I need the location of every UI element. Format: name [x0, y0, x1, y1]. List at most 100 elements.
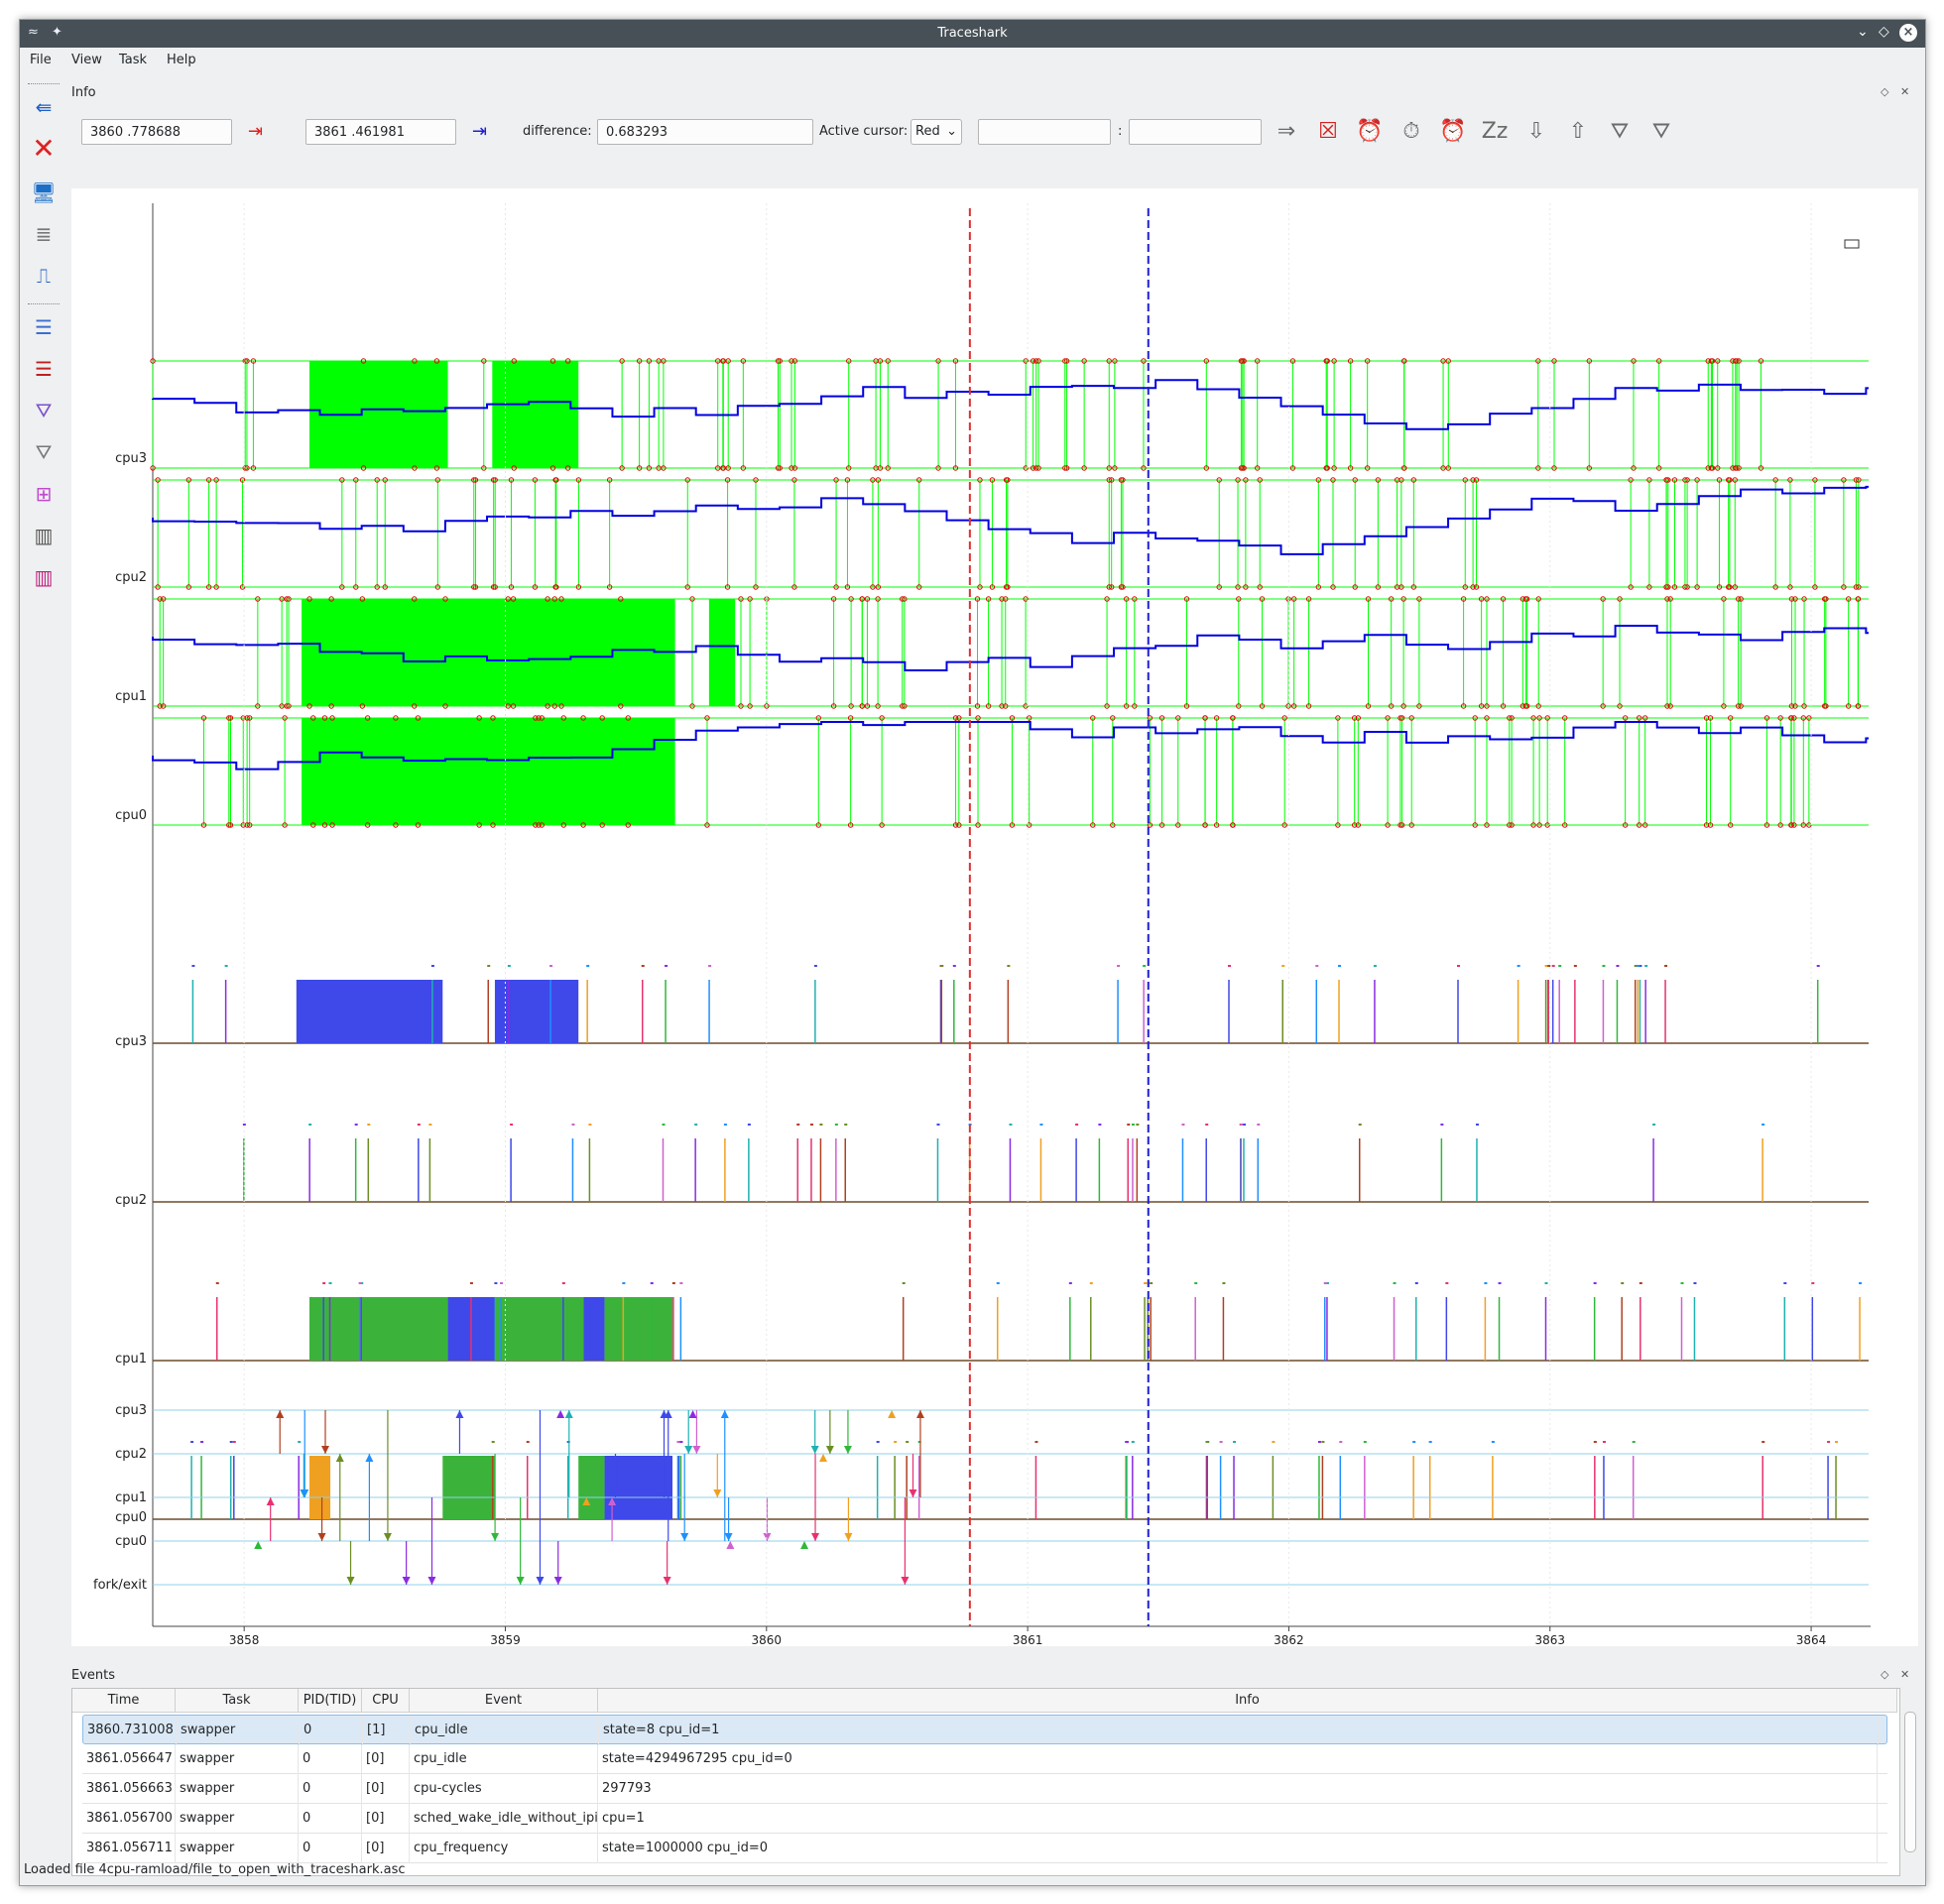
event-list-icon[interactable]: ☰: [35, 357, 53, 381]
open-file-icon[interactable]: ⇚: [35, 95, 53, 119]
idle-dot: [952, 822, 959, 828]
idle-dot: [239, 584, 246, 590]
find-next-icon[interactable]: ⇧: [1568, 119, 1588, 144]
events-close-icon[interactable]: ✕: [1900, 1668, 1910, 1681]
minimize-icon[interactable]: ⌄: [1857, 24, 1869, 40]
task-select-icon[interactable]: ▥: [34, 565, 54, 589]
close-file-icon[interactable]: ✕: [32, 132, 56, 165]
idle-dot: [157, 703, 163, 709]
filter-icon[interactable]: ⛛: [35, 399, 53, 422]
trace-plot-svg[interactable]: cpu3 cpu2 cpu1 cpu0 cpu3 cpu2 cpu1 cpu0 cpu3 cpu2…: [71, 188, 1918, 1647]
idle-dot: [339, 477, 345, 483]
idle-dot: [1551, 465, 1557, 471]
idle-dot: [552, 584, 558, 590]
idle-dot: [1335, 715, 1341, 721]
table-row[interactable]: 3861.056711 swapper 0 [0] cpu_frequency …: [82, 1834, 1887, 1863]
cell-pid: 0: [299, 1804, 362, 1834]
column-header-event[interactable]: Event: [410, 1689, 598, 1713]
info-close-icon[interactable]: ✕: [1900, 85, 1910, 98]
task-field-2[interactable]: [1129, 119, 1262, 145]
idle-dot: [415, 822, 422, 828]
difference-field[interactable]: 0.683293: [597, 119, 813, 145]
idle-dot: [625, 822, 631, 828]
info-float-icon[interactable]: ◇: [1881, 85, 1889, 98]
filter-task-icon[interactable]: ⛛: [1610, 119, 1630, 144]
idle-dot: [606, 584, 613, 590]
idle-dot: [1792, 596, 1798, 602]
idle-dot: [1484, 715, 1490, 721]
migration-arrowhead: [346, 1577, 355, 1585]
move-blue-cursor-icon[interactable]: ⇥: [472, 121, 488, 142]
active-cursor-value: Red: [915, 124, 940, 139]
idle-dot: [393, 822, 399, 828]
pin-icon[interactable]: ✦: [52, 25, 62, 40]
migration-arrowhead: [276, 1410, 285, 1418]
close-window-icon[interactable]: ×: [1899, 24, 1917, 42]
find-waking-direct-icon[interactable]: ⏰: [1439, 119, 1467, 144]
export-cpu-events-icon[interactable]: ⎍: [37, 264, 51, 288]
menu-view[interactable]: View: [71, 53, 102, 67]
idle-dot: [306, 596, 312, 602]
export-events-icon[interactable]: ≣: [35, 222, 53, 246]
move-red-cursor-icon[interactable]: ⇥: [248, 121, 264, 142]
task-field-1[interactable]: [978, 119, 1111, 145]
table-row[interactable]: 3861.056647 swapper 0 [0] cpu_idle state…: [82, 1744, 1887, 1774]
idle-dot: [1732, 584, 1738, 590]
table-row[interactable]: 3861.056700 swapper 0 [0] sched_wake_idl…: [82, 1804, 1887, 1834]
red-cursor-time-field[interactable]: 3860 .778688: [81, 119, 232, 145]
add-to-legend-icon[interactable]: ⇒: [1276, 119, 1296, 144]
legend-icon[interactable]: ⊞: [35, 482, 53, 506]
idle-dot: [1473, 477, 1480, 483]
active-cursor-select[interactable]: Red ⌄: [911, 119, 962, 145]
column-header-time[interactable]: Time: [72, 1689, 176, 1713]
idle-dot: [155, 584, 161, 590]
idle-dot: [490, 477, 497, 483]
task-list-icon[interactable]: ▥: [34, 524, 54, 547]
blue-cursor-time-field[interactable]: 3861 .461981: [305, 119, 456, 145]
cell-cpu: [0]: [362, 1804, 410, 1834]
screenshot-icon[interactable]: 🖥: [31, 180, 57, 204]
cell-event: cpu_frequency: [410, 1834, 598, 1863]
idle-dot: [1351, 822, 1358, 828]
idle-dot: [1617, 596, 1623, 602]
idle-dot: [1721, 703, 1727, 709]
task-block: [308, 1456, 331, 1519]
trace-plot[interactable]: cpu3 cpu2 cpu1 cpu0 cpu3 cpu2 cpu1 cpu0 cpu3 cpu2…: [71, 188, 1918, 1647]
idle-dot: [505, 596, 511, 602]
column-header-cpu[interactable]: CPU: [362, 1689, 410, 1713]
find-sleep-icon[interactable]: Zz: [1481, 119, 1509, 144]
idle-dot: [1478, 596, 1485, 602]
column-header-pid[interactable]: PID(TID): [299, 1689, 362, 1713]
filter-migration-icon[interactable]: ⛛: [1651, 119, 1671, 144]
clear-legend-icon[interactable]: ☒: [1318, 119, 1338, 144]
show-graphs-icon[interactable]: ☰: [35, 315, 53, 339]
menu-file[interactable]: File: [30, 53, 52, 67]
idle-dot: [442, 596, 448, 602]
toolbar-grip[interactable]: [28, 83, 60, 88]
menu-task[interactable]: Task: [119, 53, 148, 67]
idle-dot: [279, 703, 285, 709]
idle-dot: [1158, 715, 1165, 721]
table-row[interactable]: 3860.731008 swapper 0 [1] cpu_idle state…: [82, 1715, 1887, 1745]
cell-info: cpu=1: [598, 1804, 1878, 1834]
idle-dot: [1003, 584, 1010, 590]
find-previous-icon[interactable]: ⇩: [1526, 119, 1546, 144]
maximize-icon[interactable]: ◇: [1879, 24, 1889, 40]
idle-dot: [1009, 715, 1016, 721]
find-waking-icon[interactable]: ⏱: [1402, 119, 1420, 144]
idle-dot: [539, 715, 545, 721]
events-scrollbar[interactable]: [1900, 1688, 1918, 1874]
events-scrollbar-thumb[interactable]: [1904, 1712, 1916, 1852]
table-row[interactable]: 3861.056663 swapper 0 [0] cpu-cycles 297…: [82, 1774, 1887, 1804]
idle-dot: [532, 584, 539, 590]
menu-help[interactable]: Help: [167, 53, 196, 67]
column-header-task[interactable]: Task: [176, 1689, 299, 1713]
find-wakeup-icon[interactable]: ⏰: [1356, 119, 1384, 144]
column-header-info[interactable]: Info: [598, 1689, 1897, 1713]
idle-dot: [471, 477, 477, 483]
events-float-icon[interactable]: ◇: [1881, 1668, 1889, 1681]
reset-filter-icon[interactable]: ⛛: [35, 440, 53, 464]
migration-lane-label: cpu1: [115, 1490, 147, 1505]
idle-dot: [1562, 822, 1568, 828]
idle-dot: [1562, 715, 1568, 721]
